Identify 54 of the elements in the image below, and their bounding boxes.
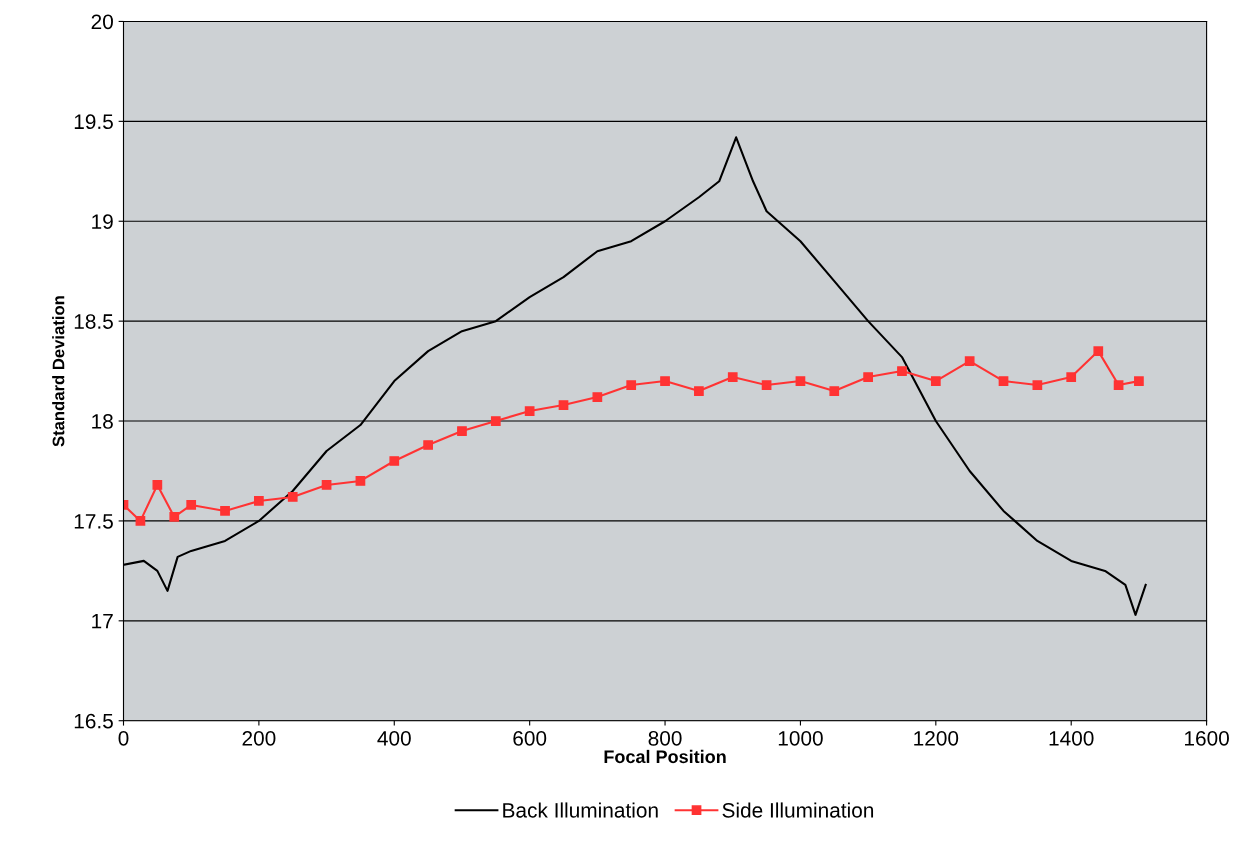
legend-label: Side Illumination [722,802,874,818]
y-tick-label: 18.5 [74,314,113,329]
x-tick-label: 800 [648,730,682,746]
x-tick-label: 1000 [778,730,823,746]
point [220,506,230,516]
x-tick-label: 0 [118,730,129,746]
point [1032,380,1043,390]
point [592,392,603,402]
point [389,456,400,466]
y-tick-label: 18 [92,414,113,429]
point [998,376,1009,386]
point [1113,380,1124,390]
point [186,500,197,510]
point [152,480,163,490]
x-tick-label: 400 [377,730,411,746]
point [287,492,298,502]
y-tick-label: 17.5 [74,514,113,529]
point [626,380,637,390]
x-tick-label: 1600 [1185,730,1229,746]
point [423,440,433,450]
legend-label: Back Illumination [503,802,658,818]
point [254,496,264,506]
point [694,386,704,396]
y-tick-label: 19 [92,214,113,229]
y-axis-title: Standard Deviation [52,296,65,447]
point [930,376,941,386]
x-axis-title: Focal Position [604,749,726,764]
point [660,376,670,386]
point [829,386,840,396]
point [1093,346,1104,356]
point [897,366,907,376]
point [524,406,535,416]
x-tick-label: 200 [242,730,276,746]
point [1066,372,1077,382]
y-tick-label: 16.5 [74,713,113,729]
point [321,480,332,490]
point [135,516,146,526]
point [863,372,873,382]
point [964,356,975,366]
point [558,400,569,410]
y-tick-label: 20 [91,14,113,30]
y-tick-label: 17 [92,614,113,629]
point [490,416,501,426]
point [761,380,772,390]
y-tick-label: 19.5 [74,114,113,130]
point [169,512,180,522]
x-tick-label: 1200 [914,730,959,746]
point [727,372,738,382]
x-tick-label: 1400 [1049,730,1094,746]
x-tick-label: 600 [513,730,547,746]
point [355,476,366,486]
point [795,376,806,386]
point [1134,376,1144,386]
point [457,426,467,436]
